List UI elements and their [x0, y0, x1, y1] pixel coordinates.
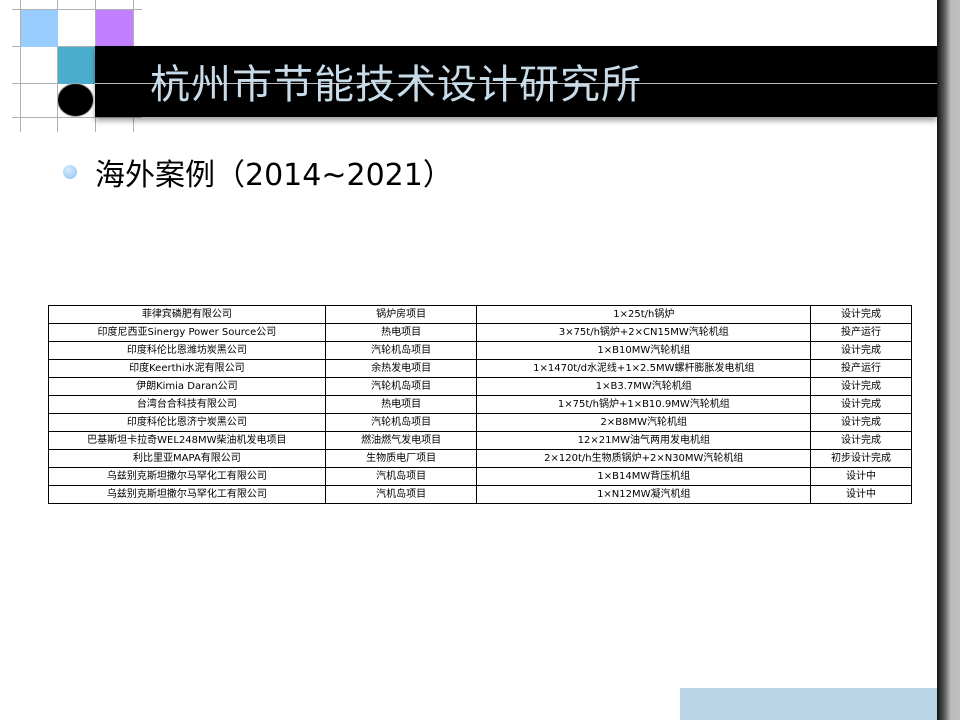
table-row: 印度Keerthi水泥有限公司 余热发电项目 1×1470t/d水泥线+1×2.5M… [48, 359, 912, 378]
bullet-text: 海外案例（2014~2021） [95, 158, 453, 193]
decor-square-light-blue [21, 10, 58, 47]
cell-project-type: 生物质电厂项目 [324, 449, 478, 468]
bullet-icon [63, 165, 77, 179]
cell-project-type: 汽机岛项目 [324, 485, 478, 504]
table-row: 印度科伦比恩潍坊炭黑公司 汽轮机岛项目 1×B10MW汽轮机组 设计完成 [48, 341, 912, 360]
table-row: 巴基斯坦卡拉奇WEL248MW柴油机发电项目 燃油燃气发电项目 12×21MW油气两… [48, 431, 912, 450]
cell-company: 菲律宾磷肥有限公司 [48, 305, 326, 324]
page-edge-shadow [937, 0, 960, 720]
cell-company: 印度科伦比恩潍坊炭黑公司 [48, 341, 326, 360]
cell-company: 利比里亚MAPA有限公司 [48, 449, 326, 468]
table-row: 伊朗Kimia Daran公司 汽轮机岛项目 1×B3.7MW汽轮机组 设计完成 [48, 377, 912, 396]
grid-line [12, 46, 142, 47]
cell-status: 投产运行 [810, 359, 912, 378]
cell-company: 伊朗Kimia Daran公司 [48, 377, 326, 396]
cell-status: 设计完成 [810, 413, 912, 432]
grid-line [12, 117, 142, 118]
cell-equipment: 1×1470t/d水泥线+1×2.5MW螺杆膨胀发电机组 [476, 359, 812, 378]
decor-square-purple [96, 10, 133, 47]
title-divider [95, 83, 937, 84]
cell-company: 印度尼西亚Sinergy Power Source公司 [48, 323, 326, 342]
cell-status: 初步设计完成 [810, 449, 912, 468]
cell-project-type: 燃油燃气发电项目 [324, 431, 478, 450]
cell-equipment: 1×B3.7MW汽轮机组 [476, 377, 812, 396]
grid-line [57, 0, 58, 132]
cell-status: 设计中 [810, 485, 912, 504]
footer-bar [680, 688, 937, 720]
title-bar [95, 46, 937, 117]
cell-equipment: 1×N12MW凝汽机组 [476, 485, 812, 504]
cell-equipment: 1×25t/h锅炉 [476, 305, 812, 324]
decor-square-teal [58, 47, 95, 84]
cell-equipment: 1×B10MW汽轮机组 [476, 341, 812, 360]
cell-project-type: 热电项目 [324, 323, 478, 342]
cell-company: 乌兹别克斯坦撒尔马罕化工有限公司 [48, 485, 326, 504]
cell-status: 设计完成 [810, 377, 912, 396]
cell-status: 设计完成 [810, 431, 912, 450]
table-row: 台湾台合科技有限公司 热电项目 1×75t/h锅炉+1×B10.9MW汽轮机组 设计完… [48, 395, 912, 414]
grid-line [20, 0, 21, 132]
decor-circle [57, 83, 94, 117]
cell-project-type: 汽轮机岛项目 [324, 413, 478, 432]
cell-project-type: 余热发电项目 [324, 359, 478, 378]
cell-project-type: 汽轮机岛项目 [324, 341, 478, 360]
cell-project-type: 热电项目 [324, 395, 478, 414]
cell-status: 投产运行 [810, 323, 912, 342]
cell-project-type: 汽轮机岛项目 [324, 377, 478, 396]
cell-company: 乌兹别克斯坦撒尔马罕化工有限公司 [48, 467, 326, 486]
cell-status: 设计完成 [810, 395, 912, 414]
grid-line [12, 9, 142, 10]
cases-table: 菲律宾磷肥有限公司 锅炉房项目 1×25t/h锅炉 设计完成 印度尼西亚Sinergy … [48, 305, 912, 504]
table-row: 乌兹别克斯坦撒尔马罕化工有限公司 汽机岛项目 1×B14MW背压机组 设计中 [48, 467, 912, 486]
cell-equipment: 3×75t/h锅炉+2×CN15MW汽轮机组 [476, 323, 812, 342]
table-row: 印度尼西亚Sinergy Power Source公司 热电项目 3×75t/h锅炉… [48, 323, 912, 342]
cell-status: 设计完成 [810, 341, 912, 360]
table-row: 印度科伦比恩济宁炭黑公司 汽轮机岛项目 2×B8MW汽轮机组 设计完成 [48, 413, 912, 432]
table-row: 乌兹别克斯坦撒尔马罕化工有限公司 汽机岛项目 1×N12MW凝汽机组 设计中 [48, 485, 912, 504]
cell-equipment: 2×120t/h生物质锅炉+2×N30MW汽轮机组 [476, 449, 812, 468]
cell-company: 印度科伦比恩济宁炭黑公司 [48, 413, 326, 432]
cell-equipment: 2×B8MW汽轮机组 [476, 413, 812, 432]
cell-equipment: 12×21MW油气两用发电机组 [476, 431, 812, 450]
cell-equipment: 1×B14MW背压机组 [476, 467, 812, 486]
cell-company: 台湾台合科技有限公司 [48, 395, 326, 414]
cell-project-type: 汽机岛项目 [324, 467, 478, 486]
table-row: 利比里亚MAPA有限公司 生物质电厂项目 2×120t/h生物质锅炉+2×N30MW… [48, 449, 912, 468]
cell-status: 设计完成 [810, 305, 912, 324]
cell-project-type: 锅炉房项目 [324, 305, 478, 324]
slide-title: 杭州市节能技术设计研究所 [150, 62, 642, 108]
cell-company: 印度Keerthi水泥有限公司 [48, 359, 326, 378]
cell-company: 巴基斯坦卡拉奇WEL248MW柴油机发电项目 [48, 431, 326, 450]
cell-equipment: 1×75t/h锅炉+1×B10.9MW汽轮机组 [476, 395, 812, 414]
table-row: 菲律宾磷肥有限公司 锅炉房项目 1×25t/h锅炉 设计完成 [48, 305, 912, 324]
cell-status: 设计中 [810, 467, 912, 486]
